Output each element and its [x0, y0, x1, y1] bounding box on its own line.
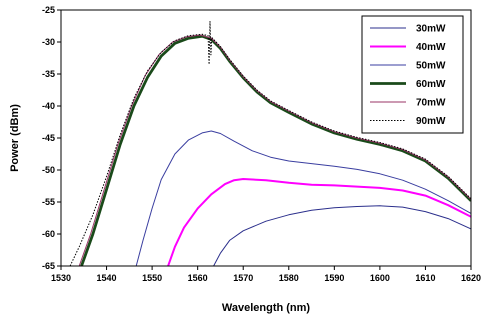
legend-label: 90mW	[416, 116, 446, 127]
x-tick-label: 1530	[51, 273, 71, 283]
x-tick-label: 1550	[142, 273, 162, 283]
x-tick-label: 1540	[97, 273, 117, 283]
y-tick-label: -65	[42, 261, 55, 271]
legend-label: 50mW	[416, 61, 446, 72]
y-tick-label: -30	[42, 37, 55, 47]
y-tick-label: -45	[42, 133, 55, 143]
x-tick-label: 1610	[415, 273, 435, 283]
legend-label: 40mW	[416, 42, 446, 53]
legend-label: 30mW	[416, 24, 446, 35]
y-axis-title: Power (dBm)	[9, 104, 21, 172]
series-line-70mW	[78, 34, 471, 266]
ticks-layer: 1530 1540 1550 1560 1570 1580 1590 1600 1610 1620…	[42, 5, 481, 283]
legend-box	[361, 15, 464, 134]
series-line-60mW	[80, 34, 471, 266]
series-layer	[69, 21, 471, 266]
x-axis-title: Wavelength (nm)	[222, 302, 311, 314]
x-tick-label: 1590	[324, 273, 344, 283]
y-tick-label: -50	[42, 165, 55, 175]
y-tick-label: -35	[42, 69, 55, 79]
y-tick-label: -60	[42, 229, 55, 239]
y-tick-label: -40	[42, 101, 55, 111]
x-tick-label: 1580	[279, 273, 299, 283]
x-tick-label: 1570	[233, 273, 253, 283]
series-line-50mW	[135, 130, 471, 266]
x-tick-label: 1560	[188, 273, 208, 283]
series-line-40mW	[167, 178, 471, 266]
series-line-90mW	[69, 21, 471, 266]
legend-label: 70mW	[416, 98, 446, 109]
legend: 30mW 40mW 50mW 60mW 70mW 90mW	[361, 15, 464, 134]
x-tick-label: 1620	[461, 273, 481, 283]
series-line-30mW	[213, 205, 471, 266]
x-tick-label: 1600	[370, 273, 390, 283]
y-tick-label: -55	[42, 197, 55, 207]
y-tick-label: -25	[42, 5, 55, 15]
legend-label: 60mW	[416, 79, 446, 90]
